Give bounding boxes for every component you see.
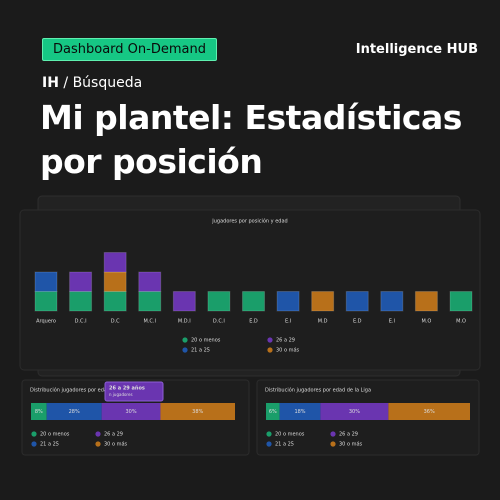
legend-swatch [182,347,188,353]
x-tick-label: M.C.I [144,319,156,325]
x-tick-label: M.D.I [178,319,191,325]
value-label: 30% [349,409,360,415]
x-tick-label: M.O [456,319,466,325]
legend-swatch [31,431,37,437]
legend-label: 20 o menos [191,338,221,344]
bar-segment [279,403,321,420]
bar-segment [103,291,127,312]
bar-segment [31,403,47,420]
x-tick-label: D.C.I [75,319,87,325]
bar-segment [207,291,231,312]
value-label: 38% [192,409,203,415]
bar-segment [103,271,127,292]
value-label: 36% [424,409,435,415]
chart-title: Distribución jugadores por edad de [30,387,118,394]
bar-segment [160,403,235,420]
legend-swatch [182,337,188,343]
breadcrumb-item: Búsqueda [72,75,143,91]
legend-label: 20 o menos [40,432,70,438]
legend-label: 30 o más [104,441,128,448]
legend-swatch [267,337,273,343]
legend-swatch [95,431,101,437]
bar-segment [380,291,404,312]
value-label: 18% [294,409,305,415]
bar-segment [46,403,102,420]
legend-swatch [267,347,273,353]
legend-label: 21 a 25 [191,348,210,354]
legend-swatch [266,441,272,447]
bar-segment [34,291,58,312]
breadcrumb: IH / Búsqueda [42,75,142,91]
bar-segment [34,271,58,292]
bar-segment [172,291,196,312]
chart-title: Jugadores por posición y edad [211,218,287,225]
tooltip-subtitle: n jugadores [109,392,133,397]
page-title: Mi plantel: Estadísticas por posición [40,98,462,181]
x-tick-label: M.O [421,319,431,325]
bar-segment [311,291,335,312]
bar-segment [138,271,162,292]
x-tick-label: M.D [318,319,328,325]
x-tick-label: E.D [353,319,362,325]
legend-swatch [330,441,336,447]
breadcrumb-item: / [63,75,69,91]
legend-label: 30 o más [276,347,300,354]
legend-swatch [266,431,272,437]
x-tick-label: D.C [111,319,120,325]
x-tick-label: E.I [285,319,291,325]
tooltip-title: 26 a 29 años [109,386,145,392]
bar-segment [69,291,93,312]
legend-label: 30 o más [339,441,363,448]
legend-swatch [330,431,336,437]
value-label: 6% [269,409,277,415]
x-tick-label: D.C.I [213,319,225,325]
x-tick-label: Arquero [36,319,56,325]
bar-segment [276,291,300,312]
bar-segment [449,291,473,312]
legend-label: 21 a 25 [40,442,59,448]
legend-label: 20 o menos [275,432,305,438]
legend-label: 26 a 29 [104,432,123,438]
tooltip-box [104,381,164,402]
legend-label: 26 a 29 [339,432,358,438]
bar-segment [138,291,162,312]
bar-segment [388,403,470,420]
chart-title: Distribución jugadores por edad de la Li… [265,387,371,394]
legend-swatch [95,441,101,447]
panel [19,209,481,371]
value-label: 30% [125,409,136,415]
badge: Dashboard On-Demand [42,38,217,61]
bar-segment [320,403,389,420]
bar-segment [69,271,93,292]
bar-segment [242,291,265,312]
bar-segment [101,403,161,420]
x-tick-label: E.D [249,319,258,325]
brand: Intelligence HUB [355,42,478,57]
legend-swatch [31,441,37,447]
bar-segment [266,403,280,420]
breadcrumb-item[interactable]: IH [42,75,59,91]
bar-segment [414,291,438,312]
x-tick-label: E.I [389,319,395,325]
value-label: 8% [35,409,43,415]
bar-segment [345,291,369,312]
legend-label: 26 a 29 [276,338,295,344]
value-label: 28% [69,409,80,415]
bar-segment [103,252,127,273]
legend-label: 21 a 25 [275,442,294,448]
